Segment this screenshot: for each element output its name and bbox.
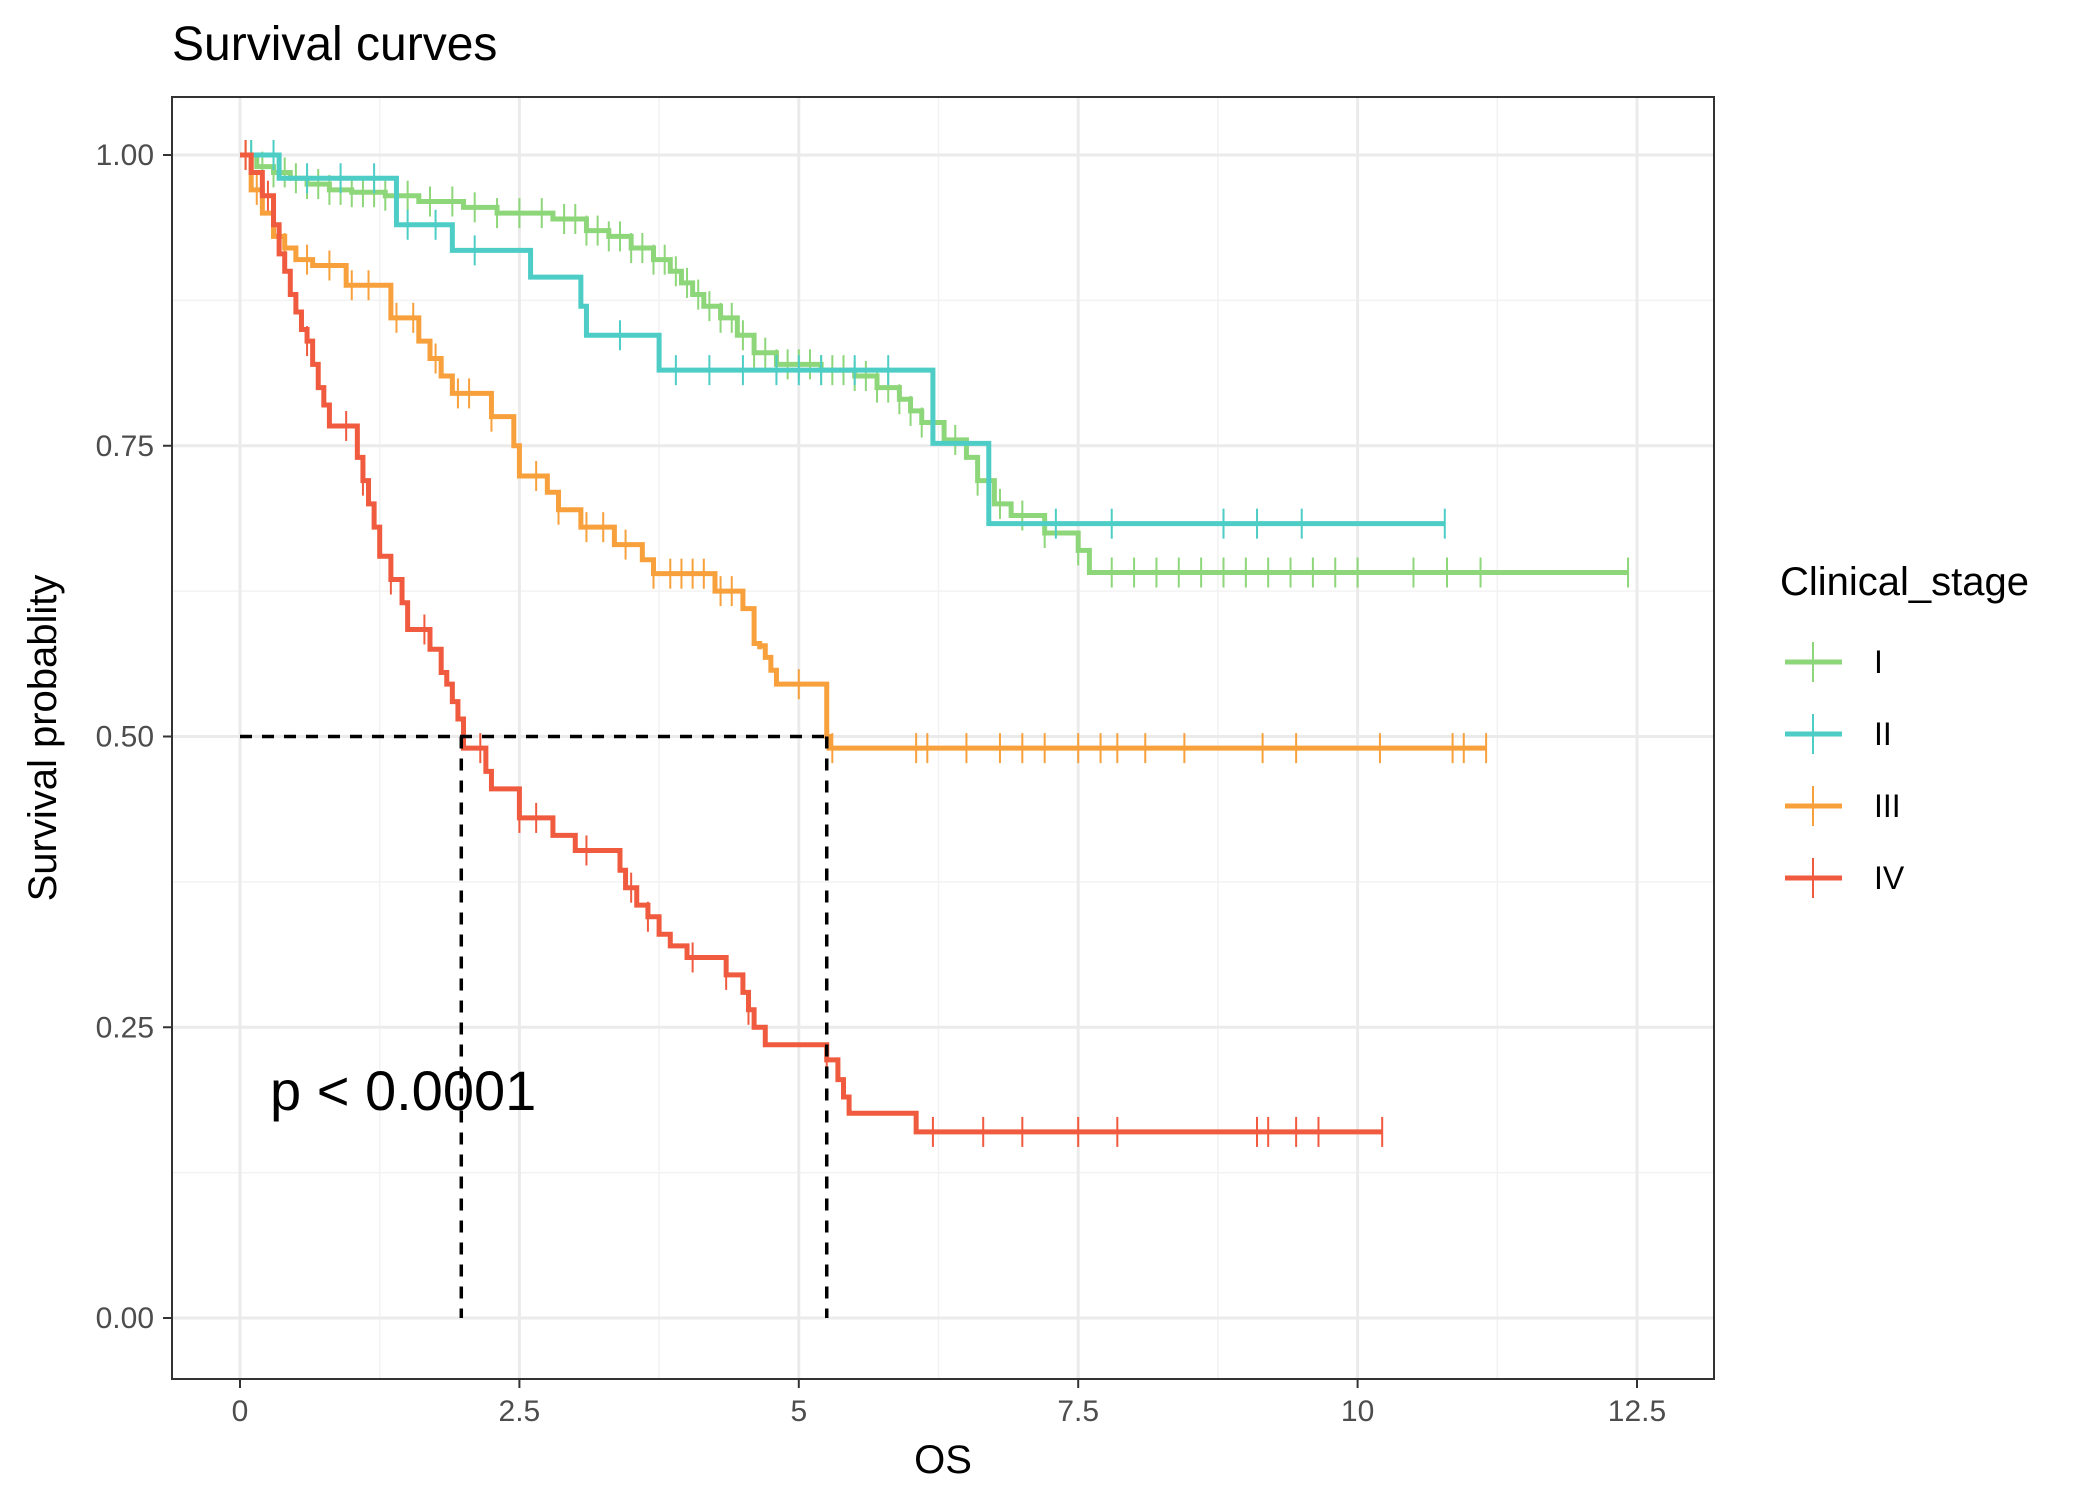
survival-curve-II	[240, 152, 1445, 527]
y-tick-label: 1.00	[96, 139, 154, 172]
x-tick-label: 5	[790, 1395, 807, 1428]
legend-label: II	[1874, 716, 1892, 752]
survival-curve-IV	[240, 152, 1383, 1135]
x-axis-ticks: 0 2.5 5 7.5 10 12.5	[232, 1379, 1666, 1428]
legend-label: III	[1874, 788, 1901, 824]
median-lines	[240, 734, 829, 1318]
legend-item-II: II	[1785, 714, 1892, 754]
y-tick-label: 0.00	[96, 1302, 154, 1335]
x-tick-label: 12.5	[1608, 1395, 1666, 1428]
x-tick-label: 0	[232, 1395, 249, 1428]
y-tick-label: 0.25	[96, 1011, 154, 1044]
series-III	[240, 140, 1488, 764]
series-II	[240, 140, 1446, 539]
legend-item-I: I	[1785, 642, 1883, 682]
survival-curve-III	[240, 152, 1487, 751]
x-tick-label: 10	[1341, 1395, 1374, 1428]
y-axis-ticks: 0.00 0.25 0.50 0.75 1.00	[96, 139, 172, 1335]
legend-title: Clinical_stage	[1780, 560, 2029, 604]
x-tick-label: 2.5	[499, 1395, 541, 1428]
x-tick-label: 7.5	[1057, 1395, 1099, 1428]
legend-label: IV	[1874, 860, 1905, 896]
series-I	[240, 140, 1630, 588]
series-IV	[240, 140, 1384, 1147]
plot-panel-border	[171, 96, 1715, 1380]
series-layer	[240, 140, 1630, 1147]
y-tick-label: 0.50	[96, 721, 154, 754]
y-axis-label: Survival probablity	[21, 575, 65, 902]
legend-item-III: III	[1785, 786, 1901, 826]
survival-curve-I	[240, 152, 1629, 576]
legend-item-IV: IV	[1785, 858, 1905, 898]
chart-title: Survival curves	[172, 18, 497, 71]
y-tick-label: 0.75	[96, 430, 154, 463]
legend-label: I	[1874, 644, 1883, 680]
x-axis-label: OS	[914, 1438, 972, 1482]
p-value-annotation: p < 0.0001	[270, 1059, 536, 1122]
